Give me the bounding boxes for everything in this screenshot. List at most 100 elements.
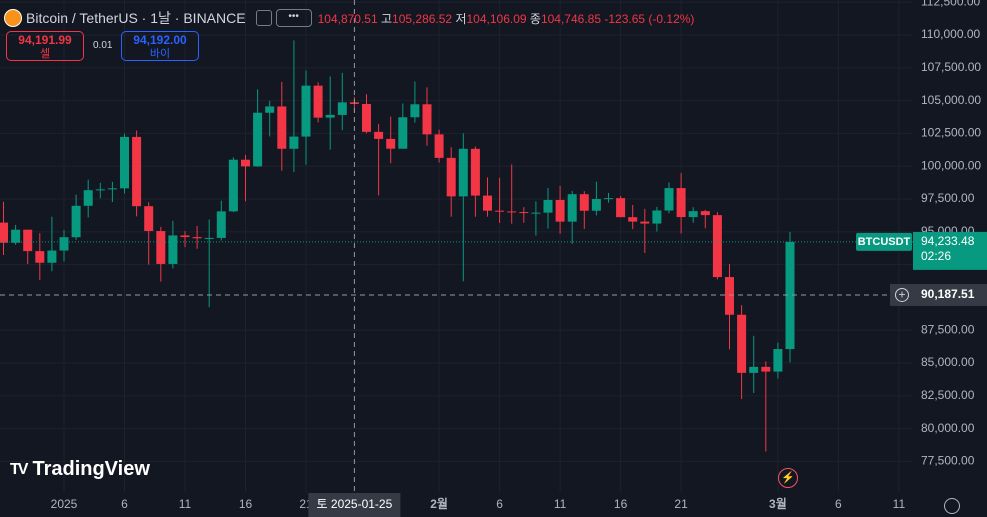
candle-body: [374, 131, 384, 139]
candle-body: [676, 188, 686, 218]
candle-body: [277, 106, 287, 149]
candle-body: [325, 114, 335, 118]
y-tick-label: 112,500.00: [921, 0, 980, 8]
sell-button[interactable]: 94,191.99 셀: [6, 31, 84, 61]
candle-body: [362, 103, 371, 132]
y-tick-label: 100,000.00: [921, 158, 981, 172]
crosshair-date: 토 2025-01-25: [317, 497, 393, 511]
candle-body: [422, 104, 432, 135]
candle-body: [301, 85, 311, 137]
x-tick-label: 16: [614, 497, 628, 511]
low-label: 저: [455, 11, 467, 26]
buy-button[interactable]: 94,192.00 바이: [121, 31, 199, 61]
candle-body: [446, 157, 456, 197]
candle-body: [35, 251, 45, 263]
candle-body: [470, 148, 480, 196]
candle-body: [519, 212, 529, 214]
x-tick-label: 6: [121, 497, 128, 511]
candle-body: [120, 136, 129, 189]
candle-body: [458, 148, 468, 197]
alert-icon[interactable]: ⚡: [778, 468, 798, 488]
buy-label: 바이: [149, 48, 171, 60]
candle-body: [204, 237, 214, 239]
candle-body: [628, 217, 638, 222]
close-value: 104,746.85: [540, 11, 602, 26]
candle-body: [495, 210, 505, 212]
last-price-tag: [913, 231, 987, 270]
add-plus: +: [898, 288, 905, 302]
candle-body: [144, 206, 154, 232]
candle-body: [192, 237, 202, 239]
candle-body: [95, 189, 105, 191]
ohlc: 104,870.51 고105,286.52 저104,106.09 종104,…: [318, 10, 695, 27]
add-button: [895, 287, 909, 302]
y-tick-label: 80,000.00: [921, 421, 975, 435]
y-tick-label: 85,000.00: [921, 355, 975, 369]
change-value: -123.65 (-0.12%): [604, 11, 695, 26]
symbol-tag: [856, 232, 912, 251]
header: Bitcoin / TetherUS · 1날 · BINANCE ••• 10…: [0, 0, 700, 32]
y-tick-label: 82,500.00: [921, 388, 975, 402]
candle-body: [737, 314, 747, 373]
candle-body: [216, 211, 226, 238]
candle-body: [253, 112, 263, 167]
candle-body: [410, 104, 420, 118]
x-tick-label: 16: [239, 497, 253, 511]
spread: 0.01: [93, 40, 113, 51]
more-button[interactable]: •••: [275, 9, 312, 27]
candle-body: [107, 188, 117, 190]
x-tick-label: 3월: [769, 496, 787, 511]
candle-body: [616, 198, 626, 218]
candle-body: [313, 85, 323, 118]
candle-body: [761, 366, 771, 372]
y-tick-label: 110,000.00: [921, 27, 980, 41]
x-tick-label: 11: [893, 497, 906, 511]
candle-body: [785, 241, 795, 350]
candle-body: [228, 159, 238, 212]
visibility-button[interactable]: [255, 10, 272, 26]
candle-body: [386, 138, 396, 149]
candle-body: [664, 188, 674, 211]
candle-body: [337, 102, 347, 115]
y-tick-label: 97,500.00: [921, 191, 975, 205]
settings-icon[interactable]: [944, 498, 960, 514]
candle-body: [725, 277, 734, 315]
candles: [0, 40, 795, 452]
x-tick-label: 2025: [51, 497, 78, 511]
brand-logo[interactable]: TV TradingView: [10, 458, 150, 481]
buy-price: 94,192.00: [133, 33, 187, 47]
candle-body: [434, 134, 444, 158]
candle-body: [168, 235, 178, 264]
candle-body: [23, 229, 33, 252]
x-tick-label: 21: [674, 497, 688, 511]
candle-body: [591, 199, 601, 211]
candle-body: [132, 136, 142, 207]
candle-body: [180, 235, 190, 238]
candle-body: [265, 106, 275, 113]
candle-body: [531, 212, 541, 214]
candle-body: [59, 237, 69, 251]
x-tick-label: 11: [179, 497, 192, 511]
x-tick-label: 6: [496, 497, 503, 511]
brand-mark: TV: [10, 460, 29, 478]
y-tick-label: 77,500.00: [921, 454, 975, 468]
candle-body: [0, 222, 8, 243]
candle-body: [700, 211, 710, 216]
crosshair-price-tag: [890, 283, 987, 306]
symbol-icon[interactable]: [4, 9, 22, 27]
candle-body: [604, 198, 613, 200]
candle-body: [289, 136, 299, 149]
y-tick-label: 102,500.00: [921, 126, 981, 140]
symbol-title[interactable]: Bitcoin / TetherUS · 1날 · BINANCE: [26, 10, 246, 26]
candle-body: [712, 215, 722, 278]
candle-body: [47, 250, 57, 263]
candle-body: [83, 190, 93, 206]
brand-name: TradingView: [32, 458, 150, 480]
sell-label: 셀: [39, 48, 51, 60]
candle-body: [652, 210, 662, 224]
candle-body: [483, 195, 492, 211]
high-label: 고: [381, 11, 393, 26]
